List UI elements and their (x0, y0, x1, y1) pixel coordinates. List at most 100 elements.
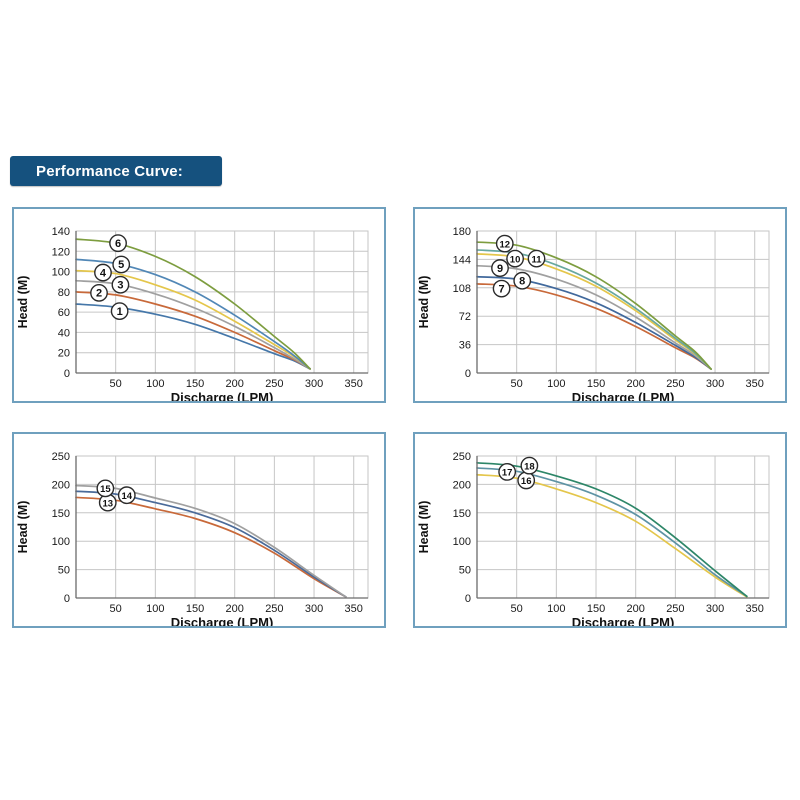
curve-number-7: 7 (492, 279, 511, 298)
y-tick-label: 120 (52, 246, 70, 258)
chart-panel-top-left: 0 20 40 60 80 100 120 140 50 100 150 200 250 300 350 He… (12, 207, 386, 403)
x-tick-label: 100 (547, 603, 565, 615)
y-axis-title: Head (M) (417, 276, 431, 329)
y-tick-label: 20 (58, 348, 70, 360)
curve-number-text: 14 (121, 491, 132, 502)
curve-number-text: 2 (96, 288, 102, 300)
chart-panel-bottom-left: 0 50 100 150 200 250 50 100 150 200 250 300 350 Head … (12, 432, 386, 628)
y-axis-title: Head (M) (16, 276, 30, 329)
x-tick-label: 50 (110, 378, 122, 390)
y-tick-label: 180 (453, 226, 471, 238)
x-tick-label: 350 (746, 378, 764, 390)
curve-14 (75, 490, 347, 598)
y-axis-title: Head (M) (16, 501, 30, 554)
y-tick-label: 200 (52, 479, 70, 491)
curve-number-circle (520, 456, 539, 475)
curve-number-14: 14 (117, 486, 136, 505)
curve-number-text: 11 (531, 254, 542, 265)
curve-4 (75, 269, 311, 370)
curve-15 (75, 484, 347, 598)
curve-number-text: 6 (115, 238, 121, 250)
curve-number-10: 10 (506, 249, 524, 268)
x-tick-label: 300 (305, 378, 323, 390)
x-axis-title: Discharge (LPM) (171, 390, 274, 401)
x-tick-label: 100 (547, 378, 565, 390)
y-tick-label: 0 (465, 368, 471, 380)
curve-number-circle (94, 263, 112, 282)
curve-number-circle (109, 234, 127, 253)
y-tick-label: 100 (52, 536, 70, 548)
x-tick-label: 50 (511, 378, 523, 390)
curve-number-circle (96, 479, 115, 498)
curve-18 (476, 461, 748, 598)
y-tick-label: 150 (52, 508, 70, 520)
curve-number-text: 15 (100, 484, 111, 495)
x-tick-label: 250 (265, 378, 283, 390)
curve-number-18: 18 (520, 456, 539, 475)
y-tick-label: 200 (453, 479, 471, 491)
x-tick-label: 150 (186, 603, 204, 615)
y-tick-label: 150 (453, 508, 471, 520)
grid (476, 455, 770, 599)
x-tick-label: 200 (226, 603, 244, 615)
curve-number-9: 9 (491, 259, 509, 277)
curve-number-circle (117, 486, 136, 505)
chart-svg: 0 50 100 150 200 250 50 100 150 200 250 300 350 Head … (16, 451, 369, 626)
y-tick-label: 250 (52, 451, 70, 463)
y-tick-label: 100 (52, 267, 70, 279)
y-axis-title: Head (M) (417, 501, 431, 554)
curve-number-2: 2 (90, 283, 108, 302)
curve-number-3: 3 (111, 275, 130, 294)
curve-number-circle (111, 275, 130, 294)
curve-number-6: 6 (109, 234, 127, 253)
curve-number-text: 7 (499, 283, 505, 295)
curve-number-8: 8 (513, 271, 532, 290)
curve-number-circle (513, 271, 532, 290)
curve-number-circle (110, 302, 129, 321)
curve-number-12: 12 (495, 234, 514, 253)
curve-number-text: 10 (510, 254, 521, 265)
x-tick-label: 100 (146, 603, 164, 615)
y-tick-label: 0 (64, 368, 70, 380)
x-tick-label: 350 (746, 603, 764, 615)
curve-13 (75, 496, 347, 598)
x-axis-title: Discharge (LPM) (572, 615, 675, 626)
chart-panel-bottom-right: 0 50 100 150 200 250 50 100 150 200 250 300 350 Head … (413, 432, 787, 628)
y-tick-label: 250 (453, 451, 471, 463)
y-tick-label: 108 (453, 283, 471, 295)
curve-7 (476, 283, 712, 370)
x-tick-label: 250 (666, 603, 684, 615)
x-tick-label: 200 (627, 603, 645, 615)
y-tick-label: 50 (459, 565, 471, 577)
y-tick-label: 50 (58, 565, 70, 577)
x-tick-label: 250 (666, 378, 684, 390)
curve-9 (476, 264, 712, 370)
x-tick-label: 350 (345, 378, 363, 390)
chart-svg: 0 50 100 150 200 250 50 100 150 200 250 300 350 Head … (417, 451, 770, 626)
curve-number-15: 15 (96, 479, 115, 498)
curve-number-circle (491, 259, 509, 277)
x-tick-label: 50 (110, 603, 122, 615)
curve-6 (75, 238, 311, 370)
y-tick-label: 140 (52, 226, 70, 238)
x-axis-title: Discharge (LPM) (572, 390, 675, 401)
x-tick-label: 300 (305, 603, 323, 615)
curve-number-text: 5 (118, 259, 124, 271)
y-tick-label: 0 (64, 593, 70, 605)
chart-svg: 0 20 40 60 80 100 120 140 50 100 150 200 250 300 350 He… (16, 226, 369, 401)
curve-number-circle (90, 283, 108, 302)
curve-number-circle (498, 463, 517, 481)
curve-number-text: 12 (499, 239, 510, 250)
curve-number-text: 9 (497, 263, 503, 275)
section-title: Performance Curve: (36, 162, 183, 180)
curve-number-5: 5 (112, 255, 131, 274)
curve-number-4: 4 (94, 263, 112, 282)
curve-number-16: 16 (517, 471, 536, 490)
y-tick-label: 144 (453, 254, 471, 266)
y-tick-label: 72 (459, 311, 471, 323)
x-tick-label: 150 (186, 378, 204, 390)
x-axis-title: Discharge (LPM) (171, 615, 274, 626)
x-tick-label: 300 (706, 378, 724, 390)
curve-17 (476, 467, 748, 598)
curve-number-circle (112, 255, 131, 274)
